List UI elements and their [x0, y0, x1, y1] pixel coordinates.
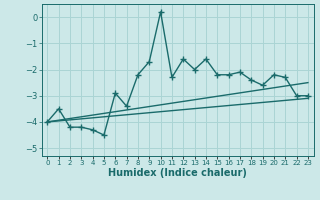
X-axis label: Humidex (Indice chaleur): Humidex (Indice chaleur): [108, 168, 247, 178]
